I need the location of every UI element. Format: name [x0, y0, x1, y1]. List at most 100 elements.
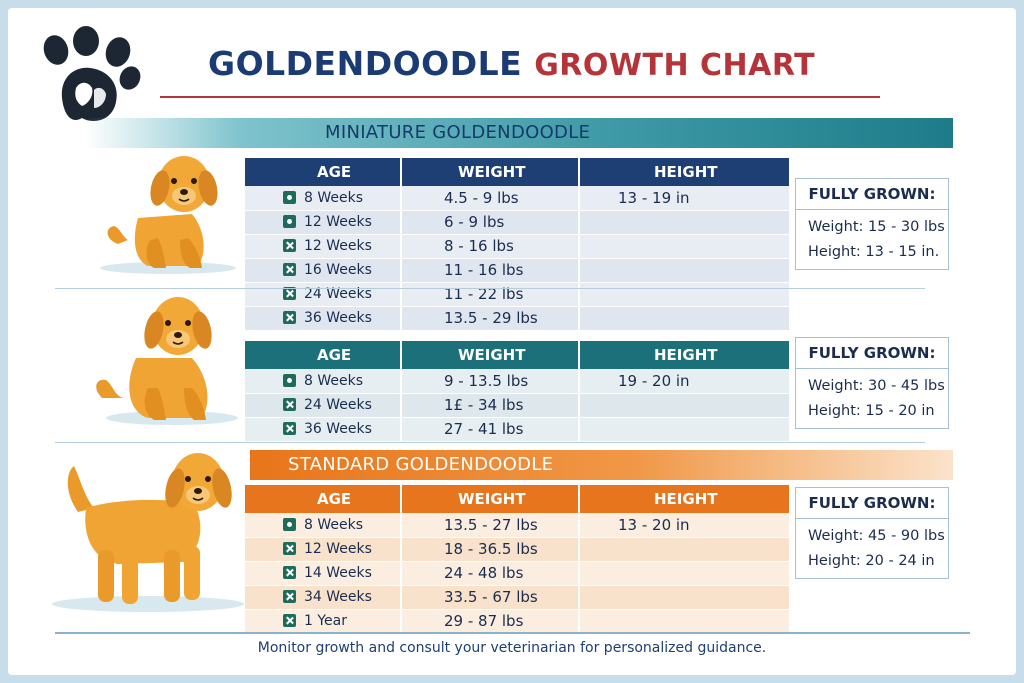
x-checkbox-icon — [283, 566, 296, 579]
fully-grown-height: Height: 13 - 15 in. — [808, 244, 940, 260]
miniature-growth-table: AGE WEIGHT HEIGHT 8 Weeks 4.5 - 9 lbs 13 -… — [245, 158, 789, 331]
row-age: 8 Weeks — [304, 372, 364, 389]
table-row: 14 Weeks 24 - 48 lbs — [245, 561, 789, 586]
row-height — [578, 258, 789, 283]
row-height: 19 - 20 in — [578, 369, 789, 394]
dot-checkbox-icon — [283, 190, 296, 204]
x-checkbox-icon — [283, 398, 296, 411]
miniature-band-label: MINIATURE GOLDENDOODLE — [325, 122, 591, 143]
dot-checkbox-icon — [283, 517, 296, 531]
footer-divider — [55, 632, 970, 634]
row-age: 12 Weeks — [304, 238, 372, 254]
column-header-weight: WEIGHT — [400, 485, 579, 513]
fully-grown-heading: FULLY GROWN: — [796, 338, 948, 369]
row-height — [578, 210, 789, 235]
row-age: 24 Weeks — [304, 397, 372, 413]
fully-grown-height: Height: 15 - 20 in — [808, 403, 935, 419]
column-header-age: AGE — [245, 158, 401, 186]
table-row: 24 Weeks 1£ - 34 lbs — [245, 393, 789, 418]
x-checkbox-icon — [283, 542, 296, 555]
row-height — [578, 306, 789, 331]
column-header-height: HEIGHT — [578, 485, 789, 513]
row-age: 1 Year — [304, 613, 347, 629]
fully-grown-heading: FULLY GROWN: — [796, 488, 948, 519]
medium-fully-grown-box: FULLY GROWN: Weight: 30 - 45 lbs Height:… — [795, 337, 949, 429]
row-weight: 11 - 22 lbs — [400, 282, 579, 307]
title-part-2: GROWTH CHART — [534, 48, 816, 83]
table-row: 16 Weeks 11 - 16 lbs — [245, 258, 789, 283]
table-row: 1 Year 29 - 87 lbs — [245, 609, 789, 634]
title-part-1: GOLDENDOODLE — [208, 44, 523, 83]
row-weight: 4.5 - 9 lbs — [400, 186, 579, 211]
row-weight: 29 - 87 lbs — [400, 609, 579, 634]
row-height: 13 - 20 in — [578, 513, 789, 538]
x-checkbox-icon — [283, 311, 296, 324]
paw-print-icon — [43, 26, 141, 121]
row-age: 12 Weeks — [304, 541, 372, 557]
row-age: 12 Weeks — [304, 214, 372, 230]
row-age: 16 Weeks — [304, 262, 372, 278]
golden-puppy-illustration — [100, 156, 236, 274]
fully-grown-height: Height: 20 - 24 in — [808, 553, 935, 569]
row-weight: 9 - 13.5 lbs — [400, 369, 579, 394]
table-row: 24 Weeks 11 - 22 lbs — [245, 282, 789, 307]
table-row: 12 Weeks 18 - 36.5 lbs — [245, 537, 789, 562]
standard-band-label: STANDARD GOLDENDOODLE — [288, 454, 554, 475]
dot-checkbox-icon — [283, 215, 296, 228]
fully-grown-weight: Weight: 30 - 45 lbs — [808, 378, 945, 394]
section-divider — [55, 442, 925, 443]
standard-growth-table: AGE WEIGHT HEIGHT 8 Weeks 13.5 - 27 lbs 13… — [245, 485, 789, 634]
x-checkbox-icon — [283, 590, 296, 603]
table-row: 8 Weeks 9 - 13.5 lbs 19 - 20 in — [245, 369, 789, 394]
row-weight: 11 - 16 lbs — [400, 258, 579, 283]
table-row: 12 Weeks 8 - 16 lbs — [245, 234, 789, 259]
column-header-age: AGE — [245, 341, 401, 369]
footer-note: Monitor growth and consult your veterina… — [257, 640, 767, 656]
x-checkbox-icon — [283, 239, 296, 252]
dot-checkbox-icon — [283, 373, 296, 387]
row-age: 36 Weeks — [304, 310, 372, 326]
row-height — [578, 537, 789, 562]
row-height — [578, 282, 789, 307]
row-height — [578, 585, 789, 610]
table-row: 12 Weeks 6 - 9 lbs — [245, 210, 789, 235]
column-header-height: HEIGHT — [578, 341, 789, 369]
miniature-fully-grown-box: FULLY GROWN: Weight: 15 - 30 lbs Height:… — [795, 178, 949, 270]
title-divider — [160, 96, 880, 98]
row-age: 34 Weeks — [304, 589, 372, 605]
standard-band: STANDARD GOLDENDOODLE — [250, 450, 953, 480]
row-age: 24 Weeks — [304, 286, 372, 302]
fully-grown-weight: Weight: 15 - 30 lbs — [808, 219, 945, 235]
row-weight: 8 - 16 lbs — [400, 234, 579, 259]
row-age: 14 Weeks — [304, 565, 372, 581]
table-header-row: AGE WEIGHT HEIGHT — [245, 158, 789, 186]
row-age: 8 Weeks — [304, 516, 364, 533]
table-header-row: AGE WEIGHT HEIGHT — [245, 485, 789, 513]
row-weight: 24 - 48 lbs — [400, 561, 579, 586]
table-header-row: AGE WEIGHT HEIGHT — [245, 341, 789, 369]
x-checkbox-icon — [283, 614, 296, 627]
row-weight: 13.5 - 29 lbs — [400, 306, 579, 331]
row-weight: 33.5 - 67 lbs — [400, 585, 579, 610]
column-header-age: AGE — [245, 485, 401, 513]
table-row: 36 Weeks 13.5 - 29 lbs — [245, 306, 789, 331]
x-checkbox-icon — [283, 422, 296, 435]
fully-grown-heading: FULLY GROWN: — [796, 179, 948, 210]
table-row: 8 Weeks 4.5 - 9 lbs 13 - 19 in — [245, 186, 789, 211]
row-height — [578, 561, 789, 586]
medium-growth-table: AGE WEIGHT HEIGHT 8 Weeks 9 - 13.5 lbs 19 … — [245, 341, 789, 442]
row-weight: 1£ - 34 lbs — [400, 393, 579, 418]
x-checkbox-icon — [283, 263, 296, 276]
miniature-band: MINIATURE GOLDENDOODLE — [85, 118, 953, 148]
row-height: 13 - 19 in — [578, 186, 789, 211]
row-weight: 27 - 41 lbs — [400, 417, 579, 442]
section-divider — [55, 288, 925, 289]
row-height — [578, 417, 789, 442]
row-weight: 6 - 9 lbs — [400, 210, 579, 235]
golden-dog-illustration — [52, 453, 244, 612]
column-header-weight: WEIGHT — [400, 158, 579, 186]
table-row: 36 Weeks 27 - 41 lbs — [245, 417, 789, 442]
row-height — [578, 234, 789, 259]
column-header-weight: WEIGHT — [400, 341, 579, 369]
row-age: 8 Weeks — [304, 189, 364, 206]
